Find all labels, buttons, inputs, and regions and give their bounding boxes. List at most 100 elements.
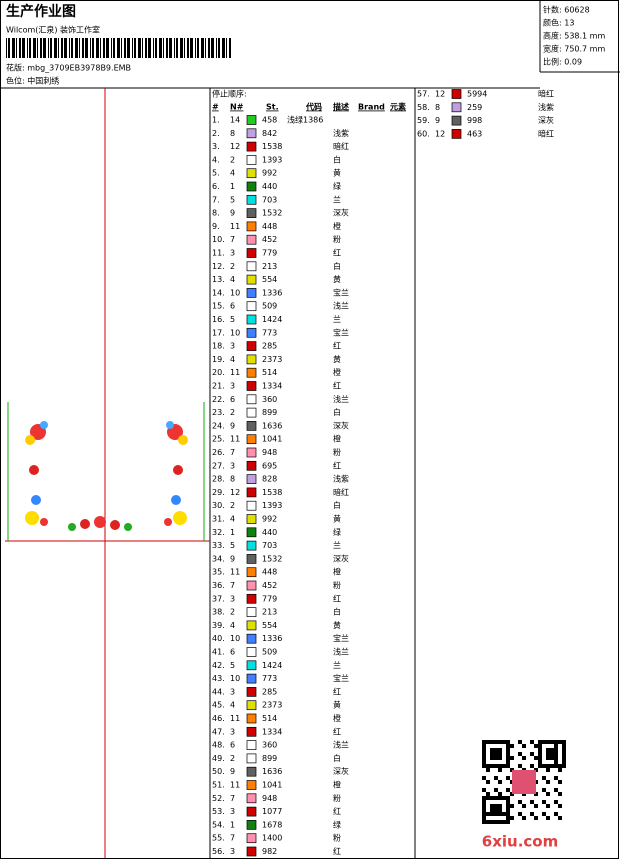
qr-cell <box>538 756 542 760</box>
column-header: 描述 <box>333 102 349 112</box>
bar <box>208 38 210 58</box>
stitches: 1041 <box>262 435 282 444</box>
description: 粉 <box>333 793 341 803</box>
color-swatch <box>451 89 462 99</box>
stitches: 458 <box>262 116 277 125</box>
pattern: 花版: mbg_3709EB3978B9.EMB <box>6 63 131 73</box>
needle: 5 <box>230 541 235 550</box>
bar <box>96 38 99 58</box>
color-swatch <box>246 753 257 764</box>
description: 浅紫 <box>333 128 349 138</box>
color-swatch <box>246 687 257 697</box>
description: 白 <box>333 154 341 164</box>
color-swatch <box>246 168 257 179</box>
bar <box>37 38 38 58</box>
color-swatch <box>246 381 257 391</box>
color-swatch <box>246 301 257 312</box>
color-swatch <box>246 434 257 445</box>
description: 粉 <box>333 234 341 244</box>
description: 橙 <box>333 221 341 231</box>
column-header: 代码 <box>305 102 322 112</box>
bar <box>27 38 28 58</box>
row-index: 51. <box>212 781 225 790</box>
description: 红 <box>333 846 341 856</box>
bar <box>16 38 17 58</box>
row-index: 10. <box>212 235 225 244</box>
color-swatch <box>246 846 257 857</box>
needle: 12 <box>230 488 240 497</box>
info-line: 宽度: 750.7 mm <box>543 44 605 54</box>
row-index: 35. <box>212 568 225 577</box>
stitches: 899 <box>262 408 277 417</box>
color-swatch <box>246 248 257 258</box>
qr-cell <box>498 820 502 824</box>
row-index: 44. <box>212 687 225 696</box>
color-swatch <box>451 115 462 126</box>
stitches: 779 <box>262 249 277 258</box>
needle: 10 <box>230 288 240 297</box>
stitches: 1538 <box>262 488 282 497</box>
design-preview <box>5 88 210 858</box>
qr-cell <box>550 740 554 744</box>
needle: 8 <box>435 103 440 112</box>
flower <box>25 435 35 445</box>
colorway: 色位: 中国刺绣 <box>6 76 59 86</box>
qr-cell <box>490 756 494 760</box>
description: 绿 <box>333 528 341 537</box>
bar <box>153 38 154 58</box>
qr-cell <box>494 748 498 752</box>
row-index: 40. <box>212 634 225 643</box>
bar <box>100 38 101 58</box>
qr-cell <box>490 812 494 816</box>
flower <box>171 495 181 505</box>
row-index: 32. <box>212 528 225 537</box>
needle: 8 <box>230 129 235 138</box>
bar <box>8 38 10 58</box>
qr-cell <box>546 768 550 772</box>
description: 粉 <box>333 580 341 590</box>
stitches: 779 <box>262 594 277 603</box>
stitches: 213 <box>262 608 277 617</box>
row-index: 49. <box>212 754 225 763</box>
row-index: 59. <box>417 116 430 125</box>
description: 红 <box>333 593 341 603</box>
watermark: 6xiu.com <box>482 833 558 851</box>
row-index: 55. <box>212 834 225 843</box>
bar <box>184 38 185 58</box>
row-index: 48. <box>212 741 225 750</box>
stitches: 1532 <box>262 209 282 218</box>
color-swatch <box>246 527 257 538</box>
qr-cell <box>550 764 554 768</box>
color-swatch <box>246 780 257 790</box>
qr-cell <box>498 764 502 768</box>
row-index: 7. <box>212 195 220 204</box>
description: 白 <box>333 753 341 763</box>
description: 红 <box>333 686 341 696</box>
description: 橙 <box>333 367 341 377</box>
stitches: 695 <box>262 461 277 470</box>
row-index: 52. <box>212 794 225 803</box>
qr-cell <box>486 780 490 784</box>
bar <box>22 38 25 58</box>
qr-cell <box>494 776 498 780</box>
qr-cell <box>486 768 490 772</box>
qr-cell <box>482 820 486 824</box>
needle: 3 <box>230 727 235 736</box>
qr-cell <box>482 788 486 792</box>
stitches: 1336 <box>262 288 282 297</box>
qr-cell <box>558 804 562 808</box>
color-swatch <box>451 102 462 113</box>
stitches: 448 <box>262 222 277 231</box>
description: 橙 <box>333 780 341 790</box>
bar <box>222 38 225 58</box>
stitches: 773 <box>262 674 277 683</box>
needle: 7 <box>230 794 235 803</box>
description: 白 <box>333 261 341 271</box>
qr-cell <box>498 812 502 816</box>
stitches: 703 <box>262 195 277 204</box>
qr-cell <box>490 740 494 744</box>
row-index: 13. <box>212 275 225 284</box>
qr-cell <box>546 748 550 752</box>
description: 深灰 <box>333 553 349 563</box>
qr-cell <box>502 820 506 824</box>
